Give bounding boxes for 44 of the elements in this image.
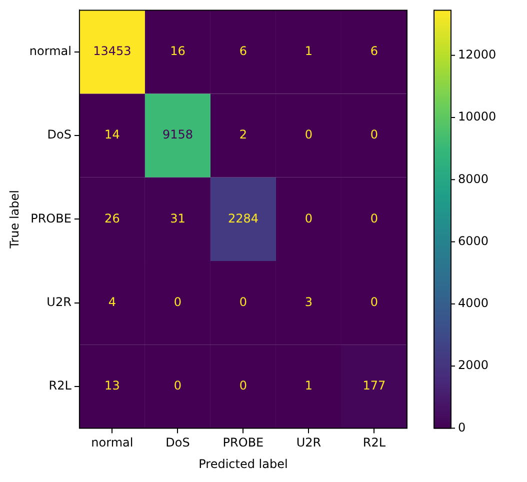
data-label: 1	[304, 378, 313, 393]
data-label: 0	[370, 211, 378, 226]
data-label: 6	[370, 44, 378, 58]
color-bar-label: 0	[458, 420, 466, 434]
data-label: 0	[304, 128, 313, 142]
data-label: 0	[174, 378, 182, 393]
color-bar-label: 2000	[458, 358, 489, 372]
data-label: 13453	[93, 44, 132, 58]
x-tick-label: normal	[91, 436, 134, 450]
data-label: 2	[239, 128, 248, 142]
x-axis-title: Predicted label	[198, 456, 288, 471]
data-label: 0	[304, 211, 313, 226]
data-label: 16	[170, 44, 186, 58]
data-label: 0	[174, 294, 182, 309]
color-bar-label: 8000	[458, 172, 489, 186]
y-tick-label: U2R	[46, 294, 72, 309]
color-bar-label: 6000	[458, 234, 489, 248]
data-label: 4	[108, 294, 116, 309]
data-label: 0	[370, 294, 378, 309]
y-tick-label: DoS	[47, 128, 72, 142]
x-tick-label: U2R	[296, 436, 322, 450]
data-label: 0	[239, 294, 248, 309]
color-bar-label: 12000	[458, 47, 496, 62]
y-tick-label: R2L	[48, 378, 72, 393]
data-label: 6	[239, 44, 248, 58]
x-tick-label: R2L	[362, 436, 386, 450]
x-tick-label: DoS	[166, 436, 190, 450]
y-tick-label: PROBE	[30, 211, 72, 226]
data-label: 177	[362, 378, 386, 393]
color-bar-label: 4000	[458, 296, 489, 310]
data-label: 0	[239, 378, 248, 393]
data-label: 1	[304, 44, 313, 58]
y-axis-title: True label	[7, 190, 22, 250]
data-label: 26	[104, 211, 120, 226]
data-label: 31	[170, 211, 186, 226]
data-label: 2284	[228, 211, 258, 226]
color-bar-label: 10000	[458, 110, 496, 124]
data-label: 3	[304, 294, 313, 309]
data-label: 0	[370, 128, 378, 142]
data-label: 14	[104, 128, 120, 142]
data-label: 13	[104, 378, 120, 393]
y-tick-label: normal	[29, 44, 72, 58]
x-tick-label: PROBE	[222, 436, 264, 450]
data-label: 9158	[162, 128, 193, 142]
